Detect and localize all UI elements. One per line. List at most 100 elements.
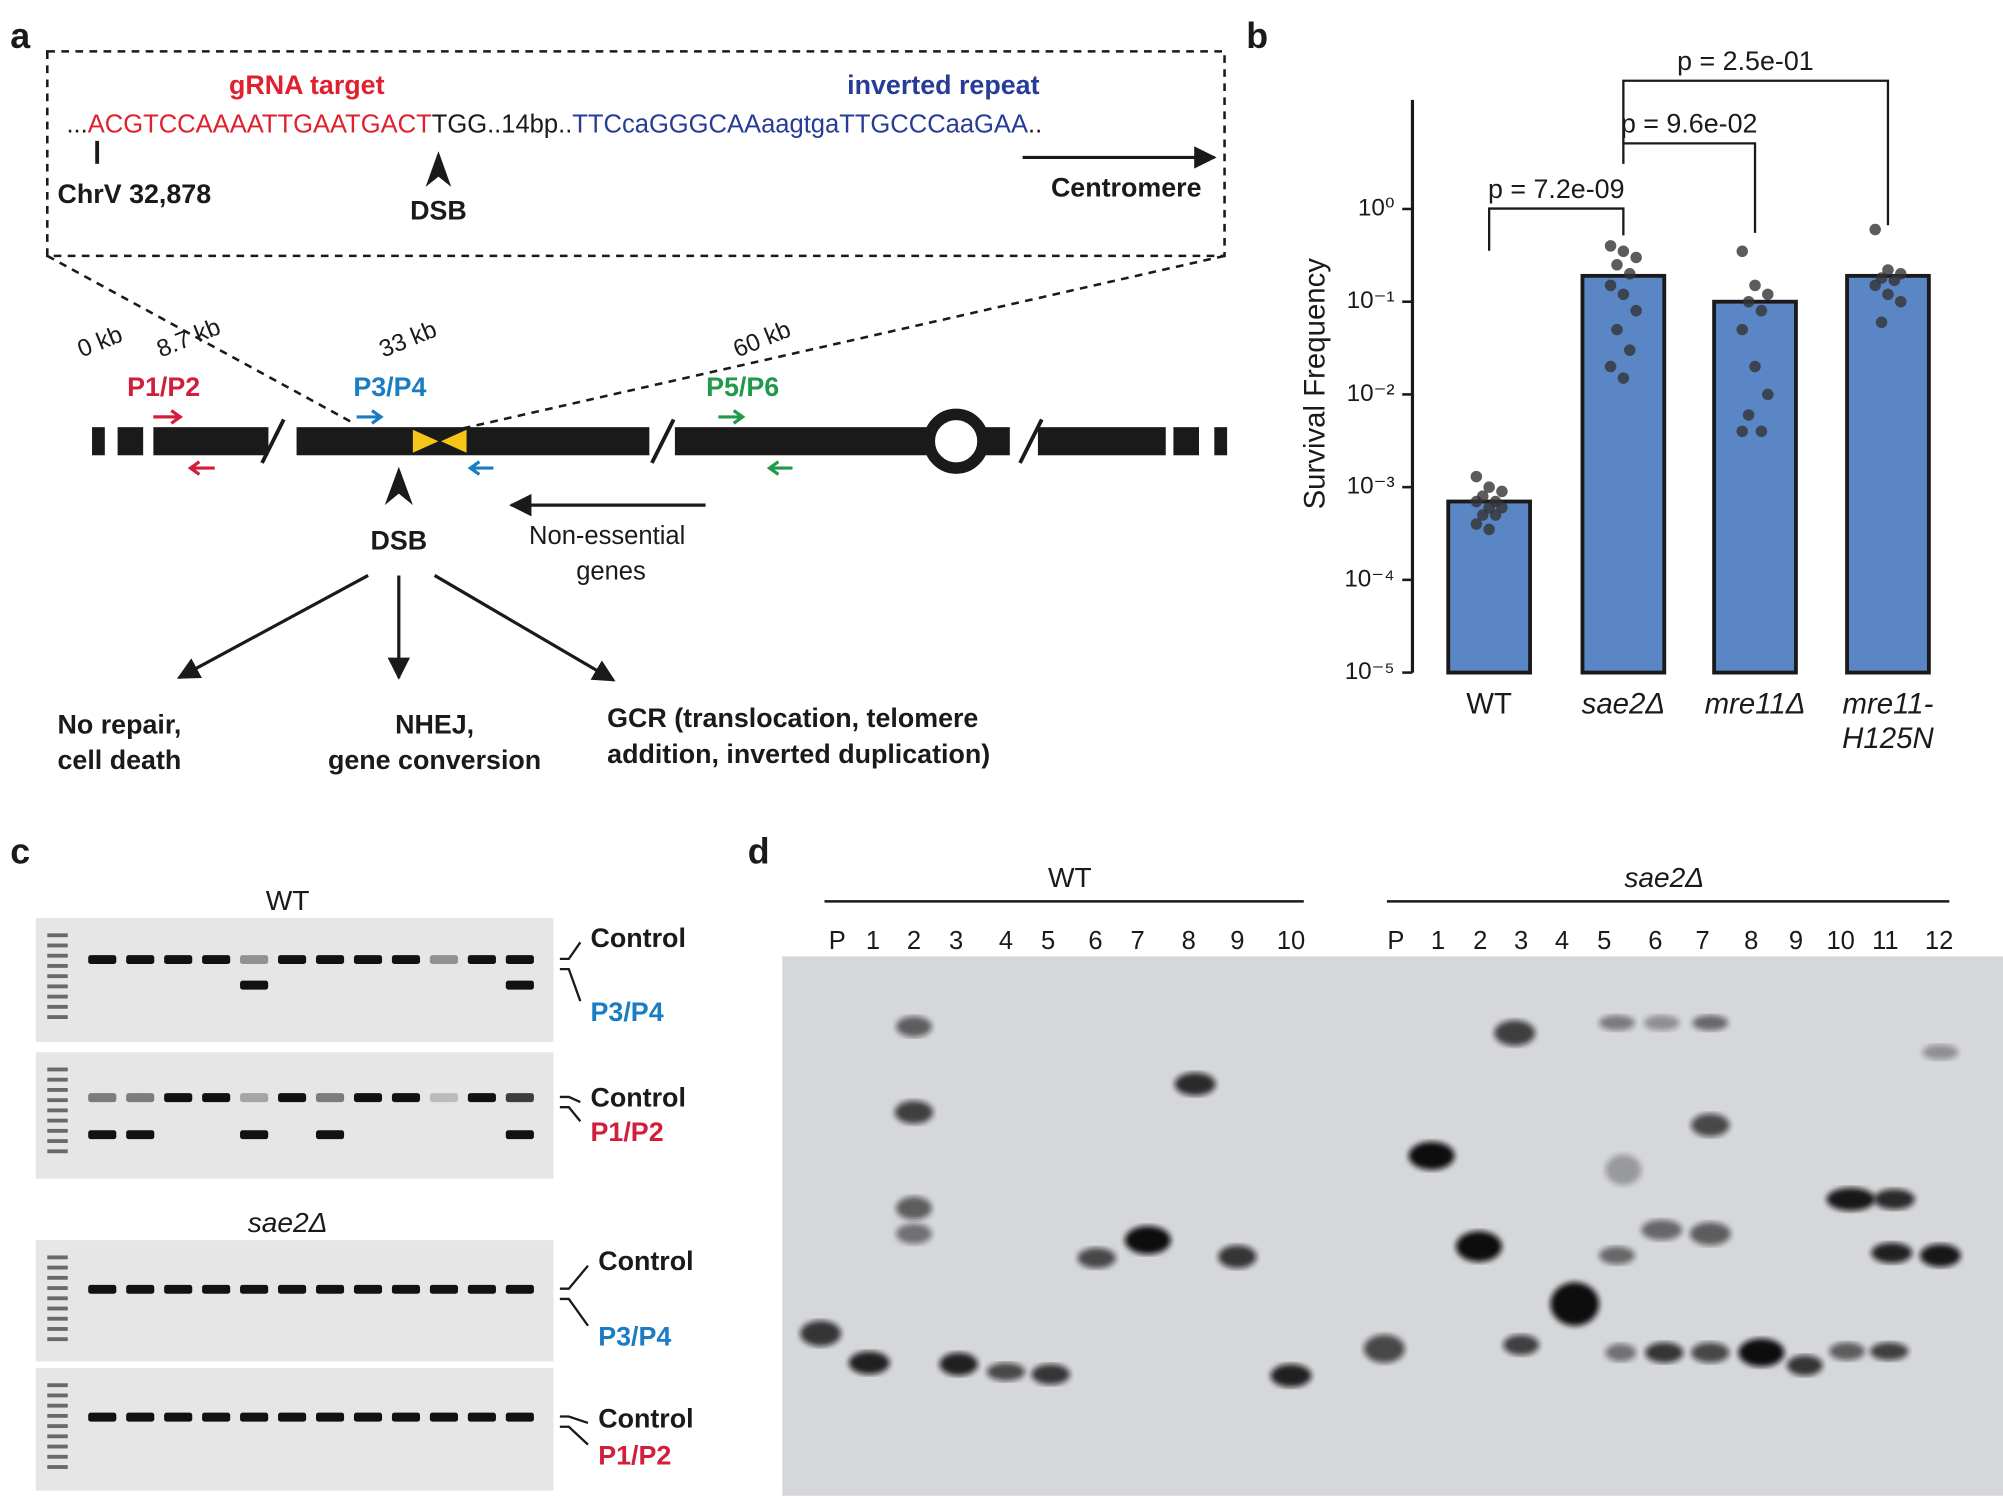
blot-band — [1270, 1364, 1312, 1388]
gel-image — [35, 1052, 554, 1179]
gel-band — [202, 1412, 231, 1422]
lane-label: 1 — [1431, 927, 1445, 955]
gel-band — [88, 1093, 117, 1103]
primer-arrows — [153, 409, 793, 476]
band-label: Control — [591, 923, 686, 953]
grna-label: gRNA target — [229, 70, 385, 100]
blot-band — [1077, 1247, 1116, 1269]
gel-band — [353, 1284, 383, 1294]
significance-bracket — [1622, 142, 1757, 233]
data-point — [1604, 360, 1617, 373]
data-point — [1755, 425, 1768, 438]
data-point — [1749, 279, 1761, 292]
data-point — [1477, 509, 1489, 521]
y-tick-label: 10⁻³ — [1347, 473, 1395, 500]
centromere-label: Centromere — [1051, 173, 1202, 203]
ladder-band — [47, 1465, 68, 1469]
outcome: cell death — [58, 745, 182, 775]
data-point — [1882, 264, 1894, 276]
lane-label: 3 — [949, 927, 963, 955]
lane-label: 3 — [1514, 927, 1528, 955]
blot-band — [1691, 1342, 1730, 1363]
lane-label: 1 — [866, 927, 880, 955]
blot-band — [939, 1352, 978, 1376]
data-point — [1869, 279, 1881, 292]
blot-band — [894, 1100, 934, 1124]
gel-band — [240, 1284, 269, 1294]
gel-band — [278, 1412, 307, 1422]
ladder-band — [47, 994, 68, 999]
ladder-band — [47, 1413, 68, 1418]
blot-band — [1494, 1020, 1536, 1046]
y-axis-label: Survival Frequency — [1298, 258, 1331, 510]
ladder-band — [47, 1393, 68, 1398]
blot-band — [1218, 1245, 1257, 1269]
panel-label: c — [10, 832, 30, 872]
gel-band — [429, 1093, 458, 1103]
x-tick-label: WT — [1466, 686, 1512, 720]
position-label: ChrV 32,878 — [58, 179, 212, 209]
blot-band — [1738, 1338, 1785, 1367]
blot-band — [1919, 1243, 1961, 1267]
ladder-band — [47, 933, 68, 938]
panel-label: d — [748, 832, 770, 872]
y-tick-label: 10⁻² — [1347, 380, 1395, 407]
lane-label: 7 — [1696, 927, 1710, 955]
zoom-line — [462, 254, 1225, 430]
zoom-box — [46, 50, 1226, 258]
panel-c: c WT Control P3/P4 Control P1/P2 sae2Δ Control… — [10, 832, 694, 1491]
genes-label: Non-essential — [529, 522, 685, 550]
blot-band — [1870, 1342, 1909, 1361]
ladder-band — [47, 1337, 68, 1342]
gel-band — [391, 955, 421, 965]
gel-band — [353, 955, 383, 965]
y-tick-label: 10⁻⁴ — [1344, 565, 1394, 592]
dsb-label: DSB — [370, 525, 427, 555]
blot-band — [1786, 1355, 1823, 1376]
ladder-band — [47, 1434, 68, 1439]
ladder-band — [47, 1275, 68, 1280]
gel-group-title: sae2Δ — [248, 1207, 328, 1238]
label-connector — [559, 1425, 589, 1446]
repeat-label: inverted repeat — [847, 70, 1039, 100]
blot-band — [1829, 1342, 1865, 1361]
label-connector — [559, 1415, 589, 1425]
gel-band — [315, 955, 345, 965]
data-point — [1742, 295, 1755, 308]
blot-band — [896, 1223, 932, 1244]
y-tick-label: 10⁻¹ — [1347, 287, 1395, 314]
genes-label: genes — [576, 558, 646, 586]
sequence: ...ACGTCCAAAATTGAATGACTTGG..14bp..TTCcaG… — [66, 110, 1042, 138]
data-point — [1489, 509, 1502, 521]
gel-band — [126, 955, 155, 965]
blot-band — [1174, 1072, 1216, 1096]
ladder-band — [47, 1265, 68, 1270]
panel-a: a gRNA target inverted repeat ...ACGTCCA… — [10, 16, 1228, 775]
blot-band — [1599, 1015, 1635, 1031]
ladder-band — [47, 1444, 68, 1449]
lane-label: 5 — [1597, 927, 1611, 955]
gel-band — [202, 1284, 231, 1294]
band-label: P1/P2 — [591, 1117, 664, 1147]
gel-band — [164, 1284, 193, 1294]
data-point — [1617, 372, 1630, 384]
lane-label: 6 — [1648, 927, 1662, 955]
gel-band — [278, 1284, 307, 1294]
gel-band — [505, 980, 534, 990]
primer-label: P5/P6 — [706, 372, 779, 402]
lane-label: 12 — [1925, 927, 1953, 955]
gel-band — [278, 955, 307, 965]
y-tick-label: 10⁰ — [1358, 194, 1395, 221]
blot-band — [986, 1362, 1026, 1381]
p-value: p = 2.5e-01 — [1677, 46, 1814, 76]
x-tick-label: mre11-H125N — [1842, 686, 1934, 755]
blot-band — [1871, 1242, 1913, 1264]
blot-band — [1455, 1231, 1502, 1262]
gel-image — [35, 918, 554, 1042]
gel-band — [505, 1284, 534, 1294]
blot-group-title: sae2Δ — [1624, 862, 1704, 893]
label-connector — [559, 941, 582, 961]
gel-band — [164, 1093, 193, 1103]
gel-band — [88, 1412, 117, 1422]
blot-band — [800, 1320, 842, 1347]
